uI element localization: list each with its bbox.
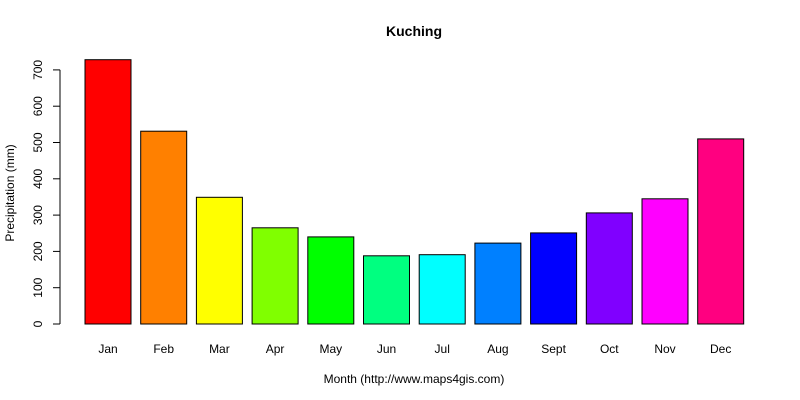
x-tick-label: Jun xyxy=(377,342,396,356)
x-tick-label: Oct xyxy=(600,342,619,356)
y-tick-label: 700 xyxy=(31,60,45,80)
x-axis-label: Month (http://www.maps4gis.com) xyxy=(324,372,505,386)
y-tick-label: 200 xyxy=(31,241,45,261)
x-tick-label: May xyxy=(319,342,342,356)
y-tick-label: 500 xyxy=(31,132,45,152)
y-tick-label: 300 xyxy=(31,205,45,225)
bar-apr xyxy=(251,227,299,325)
bar-mar xyxy=(195,196,243,325)
x-tick-label: Apr xyxy=(266,342,285,356)
bar-dec xyxy=(697,138,745,325)
bar-sept xyxy=(530,232,578,325)
x-tick-label: Feb xyxy=(153,342,174,356)
y-axis-label: Precipitation (mm) xyxy=(3,144,17,241)
x-tick-labels: Jan Feb Mar Apr May Jun Jul Aug Sept Oct Nov Dec xyxy=(98,342,731,356)
y-tick-label: 100 xyxy=(31,277,45,297)
bar-aug xyxy=(474,242,522,325)
bars-group xyxy=(84,59,745,325)
x-tick-label: Jan xyxy=(98,342,117,356)
bar-jul xyxy=(418,254,466,325)
bar-feb xyxy=(140,130,188,325)
bar-jan xyxy=(84,59,132,325)
y-tick-label: 0 xyxy=(31,320,45,327)
y-axis: 0 100 200 300 400 500 600 700 xyxy=(31,60,61,327)
x-tick-label: Dec xyxy=(710,342,731,356)
x-tick-label: Jul xyxy=(435,342,450,356)
bar-oct xyxy=(585,212,633,325)
y-tick-label: 400 xyxy=(31,168,45,188)
x-tick-label: Mar xyxy=(209,342,230,356)
bar-jun xyxy=(363,255,410,325)
x-tick-label: Nov xyxy=(654,342,675,356)
x-tick-label: Sept xyxy=(541,342,566,356)
x-tick-label: Aug xyxy=(487,342,508,356)
chart-title: Kuching xyxy=(386,23,442,39)
bar-may xyxy=(307,236,355,325)
y-tick-label: 600 xyxy=(31,96,45,116)
bar-nov xyxy=(641,198,689,325)
